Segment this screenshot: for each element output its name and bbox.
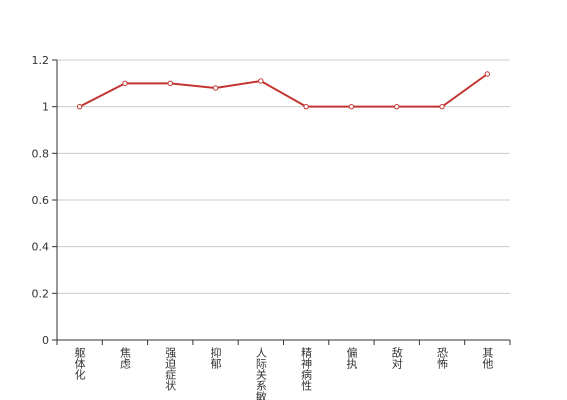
x-tick-label: 焦虑 bbox=[118, 347, 131, 369]
point bbox=[303, 103, 309, 110]
y-tick-label: 0.4 bbox=[32, 241, 50, 254]
x-tick-label: 恐怖 bbox=[436, 347, 449, 369]
point bbox=[122, 80, 128, 87]
y-tick-label: 0.6 bbox=[32, 194, 50, 207]
point bbox=[394, 103, 400, 110]
x-tick-label: 偏执 bbox=[345, 346, 358, 370]
y-tick-label: 1.2 bbox=[32, 54, 50, 67]
x-tick-label: 抑郁 bbox=[209, 346, 222, 369]
y-tick-label: 0.2 bbox=[32, 287, 50, 300]
y-tick-label: 1 bbox=[42, 101, 49, 114]
x-tick-label: 人际关系敏感 bbox=[254, 347, 267, 400]
point bbox=[348, 103, 355, 110]
y-tick-label: 0.8 bbox=[32, 147, 50, 160]
point bbox=[212, 85, 219, 91]
point bbox=[484, 71, 491, 77]
x-tick-label: 敌对 bbox=[390, 346, 403, 369]
x-tick-label: 强迫症状 bbox=[164, 347, 177, 391]
y-tick-label: 0 bbox=[42, 334, 49, 347]
point bbox=[439, 103, 445, 110]
x-tick-label: 精神病性 bbox=[300, 347, 313, 392]
point bbox=[167, 80, 173, 87]
x-tick-label: 躯体化 bbox=[73, 347, 86, 381]
line bbox=[79, 73, 488, 108]
point bbox=[258, 78, 264, 84]
point bbox=[76, 103, 83, 110]
x-tick-label: 其他 bbox=[481, 347, 494, 369]
